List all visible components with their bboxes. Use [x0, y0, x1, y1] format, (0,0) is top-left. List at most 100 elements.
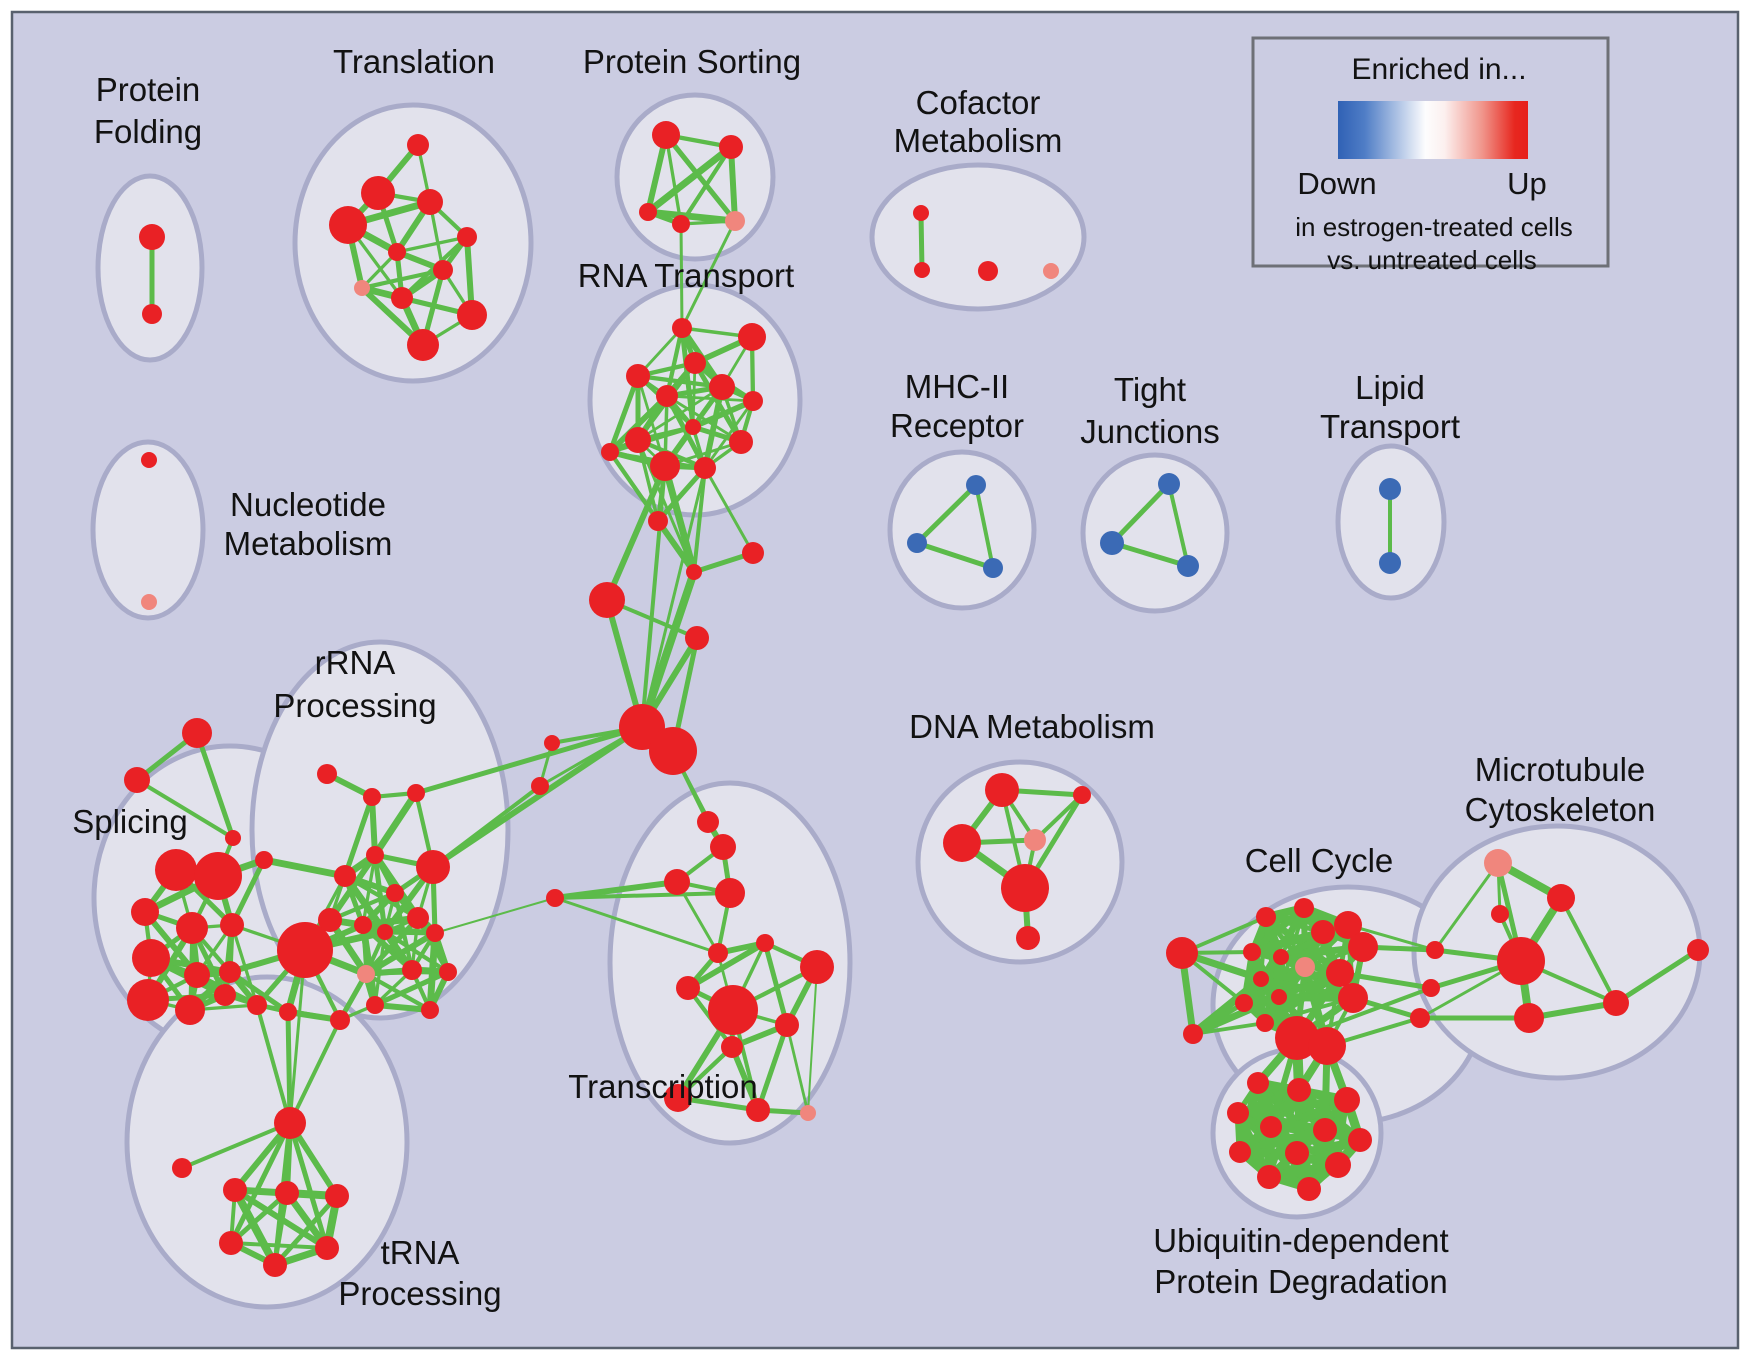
gene-set-node [325, 1184, 349, 1208]
gene-set-node [155, 849, 197, 891]
edge [288, 1018, 342, 1125]
gene-set-node [131, 898, 159, 926]
gene-set-node [132, 939, 170, 977]
edge [664, 325, 685, 399]
gene-set-node [983, 558, 1003, 578]
gene-set-node [1253, 971, 1269, 987]
gene-set-node [194, 852, 242, 900]
cluster-label-ubiquitin-degradation: Ubiquitin-dependent Protein Degradation [1153, 1222, 1448, 1300]
gene-set-node [176, 912, 208, 944]
gene-set-node [800, 1105, 816, 1121]
gene-set-node [247, 995, 267, 1015]
cluster-label-protein-sorting: Protein Sorting [583, 43, 801, 80]
gene-set-node [377, 924, 393, 940]
gene-set-node [223, 1178, 247, 1202]
gene-set-node [544, 735, 560, 751]
gene-set-node [721, 1036, 743, 1058]
gene-set-node [220, 913, 244, 937]
gene-set-node [708, 943, 728, 963]
cluster-ellipse-trna-processing [124, 974, 410, 1310]
cluster-label-splicing: Splicing [72, 803, 188, 840]
gene-set-node [354, 280, 370, 296]
gene-set-node [354, 916, 372, 934]
cluster-label-rrna-processing: rRNA Processing [273, 644, 436, 724]
gene-set-node [756, 934, 774, 952]
gene-set-node [694, 457, 716, 479]
edge [636, 438, 660, 523]
gene-set-node [329, 206, 367, 244]
edge [680, 219, 737, 330]
cluster-label-nucleotide-metabolism: Nucleotide Metabolism [224, 486, 393, 562]
gene-set-node [1603, 990, 1629, 1016]
edge [807, 966, 818, 1114]
gene-set-node [141, 594, 157, 610]
edge [604, 463, 668, 603]
edge [363, 930, 438, 977]
gene-set-node [402, 960, 422, 980]
gene-set-node [219, 1231, 243, 1255]
cluster-label-cofactor-metabolism: Cofactor Metabolism [894, 84, 1063, 159]
gene-set-node [725, 211, 745, 231]
cluster-ellipse-tight-junctions [1080, 452, 1230, 614]
gene-set-node [1334, 1087, 1360, 1113]
edge [1167, 482, 1190, 568]
gene-set-node [407, 329, 439, 361]
edge [636, 385, 724, 442]
edge [431, 784, 542, 869]
edge [1191, 1021, 1267, 1036]
gene-set-node [225, 830, 241, 846]
edge [363, 915, 421, 977]
edge [644, 143, 735, 216]
gene-set-node [1158, 473, 1180, 495]
gene-set-node [672, 215, 690, 233]
gene-set-node [978, 261, 998, 281]
gene-set-node [172, 1158, 192, 1178]
gene-set-node [626, 364, 650, 388]
gene-set-node [800, 950, 834, 984]
cluster-ellipse-nucleotide-metabolism [90, 439, 206, 621]
gene-set-node [1297, 1177, 1321, 1201]
edge [644, 208, 739, 225]
gene-set-node [1497, 937, 1545, 985]
gene-set-node [421, 1001, 439, 1019]
edge [1559, 896, 1618, 1005]
gene-set-node [124, 767, 150, 793]
edge [1248, 904, 1308, 956]
gene-set-node [1687, 939, 1709, 961]
gene-set-node [1325, 1152, 1351, 1178]
gene-set-node [652, 121, 680, 149]
edge [194, 730, 236, 841]
edge [665, 394, 755, 403]
cluster-ellipse-mhc-ii-receptor [887, 449, 1037, 611]
gene-set-node [439, 963, 457, 981]
gene-set-node [417, 189, 443, 215]
gene-set-node [184, 962, 210, 988]
gene-set-node [363, 788, 381, 806]
edge [227, 969, 291, 1015]
edge [679, 222, 684, 330]
gene-set-node [686, 564, 702, 580]
gene-set-node [175, 995, 205, 1025]
cluster-label-translation: Translation [333, 43, 495, 80]
legend-gradient-bar [1338, 101, 1528, 159]
gene-set-node [1422, 979, 1440, 997]
gene-set-node [664, 1084, 692, 1112]
edge [1109, 540, 1191, 569]
gene-set-node [426, 924, 444, 942]
gene-set-node [1024, 829, 1046, 851]
gene-set-node [1514, 1003, 1544, 1033]
edge [685, 940, 768, 991]
gene-set-node [357, 965, 375, 983]
cluster-label-trna-processing: tRNA Processing [338, 1234, 501, 1312]
edge [228, 1120, 293, 1246]
gene-set-node [279, 1003, 297, 1021]
gene-set-node [433, 260, 453, 280]
cluster-label-rna-transport: RNA Transport [578, 257, 794, 294]
edge [635, 373, 725, 390]
gene-set-node [1256, 907, 1276, 927]
gene-set-node [1016, 926, 1040, 950]
edge [607, 449, 661, 524]
gene-set-node [1334, 911, 1362, 939]
gene-set-node [366, 846, 384, 864]
gene-set-node [1247, 1072, 1269, 1094]
